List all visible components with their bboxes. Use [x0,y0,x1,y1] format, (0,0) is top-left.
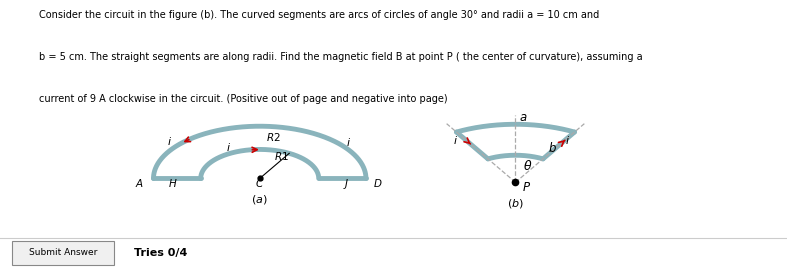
Text: $i$: $i$ [226,141,231,153]
Text: $(b)$: $(b)$ [507,197,524,210]
Text: $A$: $A$ [135,177,144,189]
Text: $i$: $i$ [345,136,351,147]
Text: $J$: $J$ [343,177,349,191]
Text: $C$: $C$ [255,177,264,189]
Text: $i$: $i$ [167,135,172,147]
Text: $R1$: $R1$ [274,150,289,162]
Text: $i$: $i$ [565,134,570,146]
Text: Submit Answer: Submit Answer [29,249,97,257]
Text: Consider the circuit in the figure (b). The curved segments are arcs of circles : Consider the circuit in the figure (b). … [39,10,600,20]
Text: $a$: $a$ [519,111,528,124]
Text: $\theta$: $\theta$ [523,159,533,173]
Text: current of 9 A clockwise in the circuit. (Positive out of page and negative into: current of 9 A clockwise in the circuit.… [39,94,448,104]
Text: $i$: $i$ [453,134,457,146]
Text: $P$: $P$ [522,181,531,194]
Text: b = 5 cm. The straight segments are along radii. Find the magnetic field B at po: b = 5 cm. The straight segments are alon… [39,52,643,62]
Text: Tries 0/4: Tries 0/4 [134,248,187,258]
Text: $H$: $H$ [168,177,178,189]
Text: $b$: $b$ [549,141,557,155]
FancyBboxPatch shape [12,241,114,265]
Text: $R2$: $R2$ [266,131,281,143]
Text: $(a)$: $(a)$ [251,193,268,206]
Text: $D$: $D$ [373,177,382,189]
